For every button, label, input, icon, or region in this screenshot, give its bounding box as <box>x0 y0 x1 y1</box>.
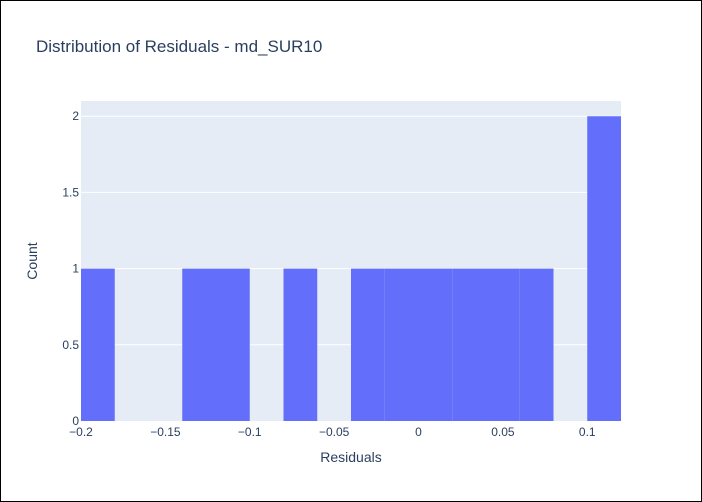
histogram-bar <box>81 268 115 421</box>
x-axis-label: Residuals <box>320 449 381 465</box>
x-tick-label: 0.1 <box>579 425 596 439</box>
x-tick-label: −0.1 <box>238 425 262 439</box>
histogram-bar <box>351 268 385 421</box>
y-tick-label: 1.5 <box>62 185 79 199</box>
chart-title: Distribution of Residuals - md_SUR10 <box>36 37 322 56</box>
y-tick-label: 0.5 <box>62 338 79 352</box>
histogram-bar <box>452 268 486 421</box>
histogram-bars <box>81 116 621 421</box>
y-tick-label: 1 <box>72 262 79 276</box>
x-tick-label: 0 <box>415 425 422 439</box>
histogram-bar <box>587 116 621 421</box>
x-axis-ticks: −0.2 −0.15 −0.1 −0.05 0 0.05 0.1 <box>69 425 596 439</box>
histogram-bar <box>418 268 453 421</box>
y-tick-label: 0 <box>72 414 79 428</box>
y-tick-label: 2 <box>72 109 79 123</box>
histogram-bar <box>486 268 520 421</box>
histogram-bar <box>283 268 318 421</box>
histogram-bar <box>519 268 554 421</box>
x-tick-label: −0.2 <box>69 425 93 439</box>
histogram-bar <box>216 268 250 421</box>
x-tick-label: −0.05 <box>319 425 350 439</box>
x-tick-label: −0.15 <box>150 425 181 439</box>
histogram-bar <box>384 268 419 421</box>
x-tick-label: 0.05 <box>491 425 515 439</box>
y-axis-label: Count <box>24 242 40 279</box>
histogram-bar <box>182 268 216 421</box>
y-axis-ticks: 0 0.5 1 1.5 2 <box>62 109 79 428</box>
